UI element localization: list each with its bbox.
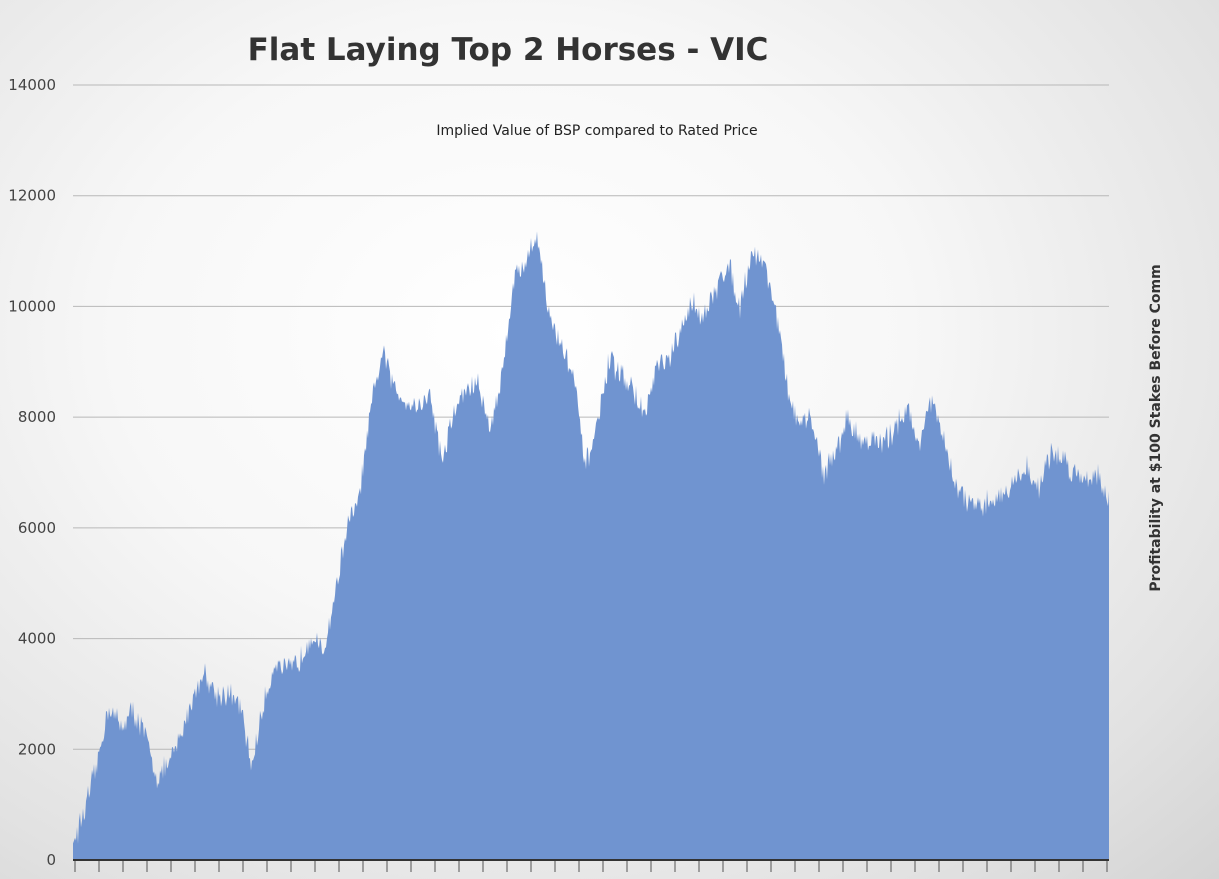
y-tick-label: 4000 xyxy=(18,630,56,648)
y-tick-label: 0 xyxy=(46,851,56,869)
y-tick-label: 14000 xyxy=(8,76,56,94)
y-tick-label: 12000 xyxy=(8,187,56,205)
chart-title: Flat Laying Top 2 Horses - VIC xyxy=(248,32,769,68)
chart-subtitle: Implied Value of BSP compared to Rated P… xyxy=(436,123,757,139)
y-axis-tick-labels: 0 2000 4000 6000 8000 10000 12000 14000 xyxy=(8,76,56,869)
y-tick-label: 8000 xyxy=(18,408,56,426)
y-tick-label: 2000 xyxy=(18,740,56,758)
y-tick-label: 6000 xyxy=(18,519,56,537)
x-axis-ticks xyxy=(74,861,1108,872)
y-tick-label: 10000 xyxy=(8,297,56,315)
series-area xyxy=(73,231,1109,861)
y-axis-label: Profitability at $100 Stakes Before Comm xyxy=(1148,264,1164,591)
